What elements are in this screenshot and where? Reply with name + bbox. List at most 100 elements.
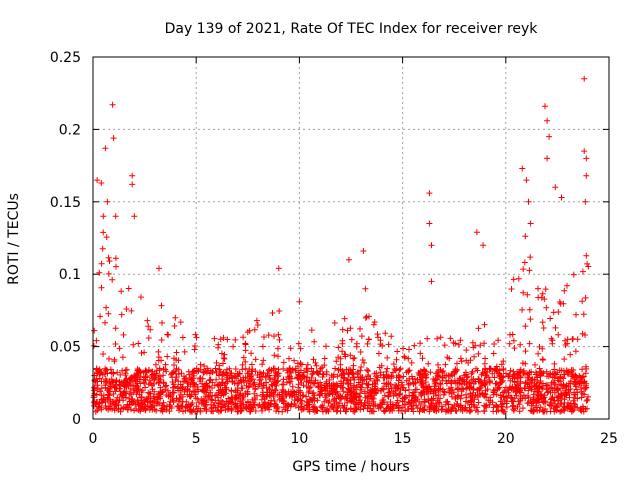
data-point	[408, 405, 415, 412]
data-point	[559, 385, 566, 392]
data-point	[248, 361, 255, 368]
data-point	[284, 401, 291, 408]
data-point	[105, 395, 112, 402]
x-tick-label: 10	[290, 431, 308, 447]
y-tick-label: 0.25	[50, 50, 81, 66]
data-point	[536, 384, 543, 391]
data-point	[266, 391, 273, 398]
data-point	[501, 408, 508, 415]
data-point	[337, 361, 344, 368]
data-point	[165, 331, 172, 338]
data-point	[186, 393, 193, 399]
data-point	[430, 406, 437, 413]
data-point	[446, 355, 453, 362]
data-point	[323, 371, 330, 378]
data-point	[491, 374, 498, 381]
data-point	[520, 392, 527, 399]
data-point	[166, 401, 173, 408]
data-point	[555, 397, 561, 404]
x-tick-label: 25	[600, 431, 618, 447]
data-point	[417, 405, 424, 412]
data-point	[153, 393, 160, 400]
data-point	[287, 345, 294, 352]
data-point	[445, 401, 452, 408]
data-point	[107, 388, 114, 395]
data-point	[109, 406, 115, 413]
data-point	[549, 340, 556, 347]
data-point	[332, 365, 339, 372]
data-point	[533, 402, 539, 409]
data-point	[106, 258, 113, 265]
data-point	[340, 370, 347, 377]
data-point	[160, 388, 167, 395]
data-point	[236, 370, 243, 377]
data-point	[155, 348, 162, 355]
data-point	[481, 340, 488, 347]
data-point	[535, 285, 541, 292]
data-point	[115, 406, 122, 413]
data-point	[193, 403, 200, 410]
data-point	[110, 379, 117, 386]
data-point	[98, 180, 105, 186]
data-point	[104, 198, 111, 205]
x-tick-label: 5	[192, 431, 201, 447]
data-point	[279, 386, 286, 393]
data-point	[535, 294, 542, 301]
data-point	[313, 362, 320, 369]
data-point	[535, 396, 541, 403]
data-point	[220, 334, 227, 341]
data-point	[124, 406, 131, 413]
data-point	[304, 368, 311, 375]
data-point	[551, 360, 558, 367]
data-point	[334, 407, 341, 414]
grid-lines	[93, 57, 609, 419]
data-point	[174, 403, 181, 410]
data-point	[412, 375, 418, 382]
data-point	[494, 404, 501, 410]
data-point	[362, 285, 369, 292]
data-point	[112, 341, 119, 347]
data-point	[92, 408, 99, 415]
data-point	[441, 342, 448, 349]
data-point	[295, 340, 302, 347]
data-point	[122, 384, 129, 391]
data-point	[527, 398, 534, 405]
data-point	[191, 346, 198, 353]
data-point	[519, 306, 526, 313]
data-point	[366, 313, 372, 320]
data-point	[129, 172, 136, 179]
data-point	[567, 404, 574, 411]
data-point	[400, 345, 406, 352]
data-point	[101, 371, 108, 377]
data-point	[335, 366, 342, 373]
data-point	[443, 380, 450, 387]
data-point	[522, 233, 529, 240]
data-point	[375, 350, 382, 357]
data-point	[295, 384, 302, 391]
data-point	[179, 398, 186, 405]
data-point	[408, 373, 415, 380]
data-point	[250, 381, 257, 388]
data-point	[306, 377, 313, 384]
data-point	[310, 356, 317, 363]
data-point	[435, 392, 442, 398]
data-point	[118, 288, 125, 295]
data-point	[193, 395, 199, 402]
data-point	[481, 381, 488, 388]
data-point	[94, 378, 101, 385]
data-point	[338, 378, 344, 385]
data-point	[417, 379, 424, 386]
data-point	[350, 362, 357, 369]
data-point	[433, 403, 440, 410]
data-point	[548, 335, 555, 342]
data-point	[526, 306, 533, 313]
data-point	[169, 396, 176, 403]
data-point	[371, 319, 378, 325]
data-point	[100, 229, 107, 236]
data-point	[242, 347, 249, 354]
y-tick-label: 0.2	[59, 122, 81, 138]
data-point	[333, 408, 340, 415]
data-point	[536, 365, 543, 372]
data-point	[280, 388, 287, 395]
data-point	[138, 294, 144, 301]
